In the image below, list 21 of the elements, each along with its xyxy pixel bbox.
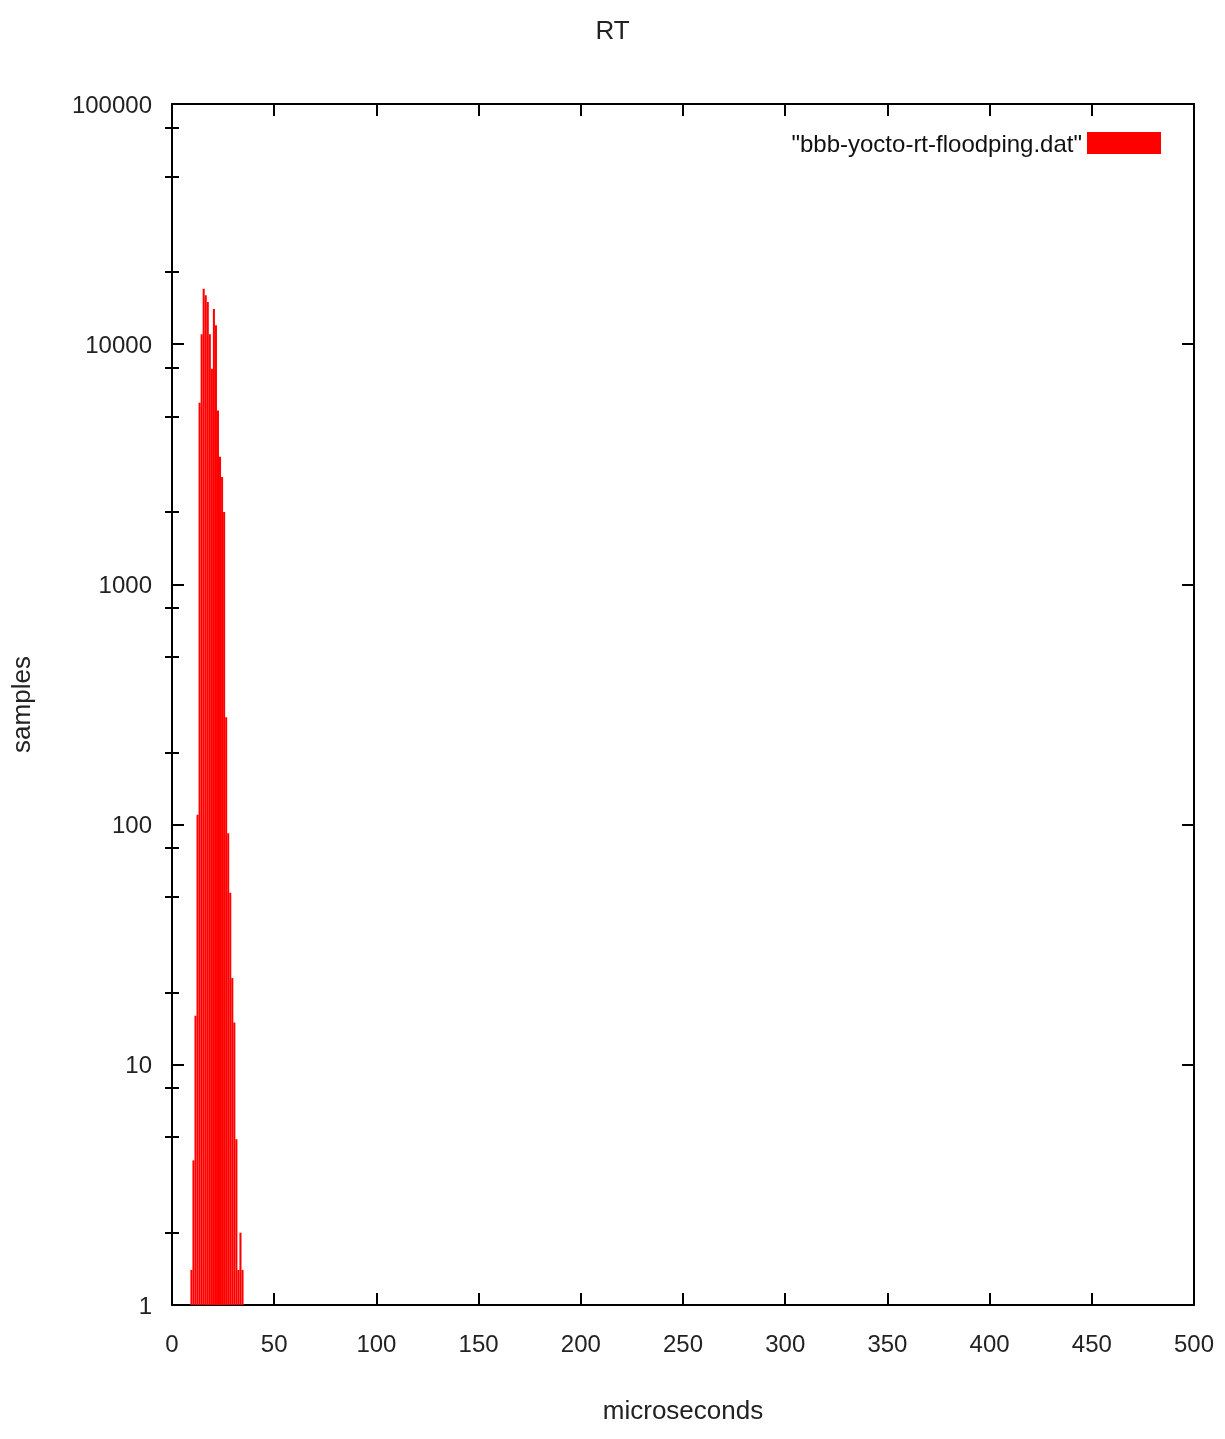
x-tick-label: 200 xyxy=(560,1329,601,1357)
x-tick-label: 0 xyxy=(165,1329,179,1357)
chart-title: RT xyxy=(595,15,630,45)
y-tick-label: 10 xyxy=(125,1051,152,1079)
y-tick-label: 100000 xyxy=(71,90,152,118)
x-tick-label: 400 xyxy=(969,1329,1010,1357)
x-tick-label: 150 xyxy=(458,1329,499,1357)
x-tick-label: 250 xyxy=(662,1329,704,1357)
x-axis-title: microseconds xyxy=(602,1395,764,1425)
x-tick-label: 50 xyxy=(260,1329,288,1357)
legend-label: "bbb-yocto-rt-floodping.dat" xyxy=(791,129,1082,157)
x-tick-label: 100 xyxy=(356,1329,397,1357)
x-tick-label: 350 xyxy=(867,1329,908,1357)
x-tick-label: 300 xyxy=(765,1329,806,1357)
x-tick-label: 450 xyxy=(1071,1329,1112,1357)
y-tick-label: 1000 xyxy=(98,570,152,598)
y-tick-label: 1 xyxy=(138,1291,152,1319)
y-axis-title: samples xyxy=(6,656,36,753)
x-tick-label: 500 xyxy=(1173,1329,1215,1357)
y-tick-label: 100 xyxy=(111,811,152,839)
y-tick-label: 10000 xyxy=(85,330,152,358)
